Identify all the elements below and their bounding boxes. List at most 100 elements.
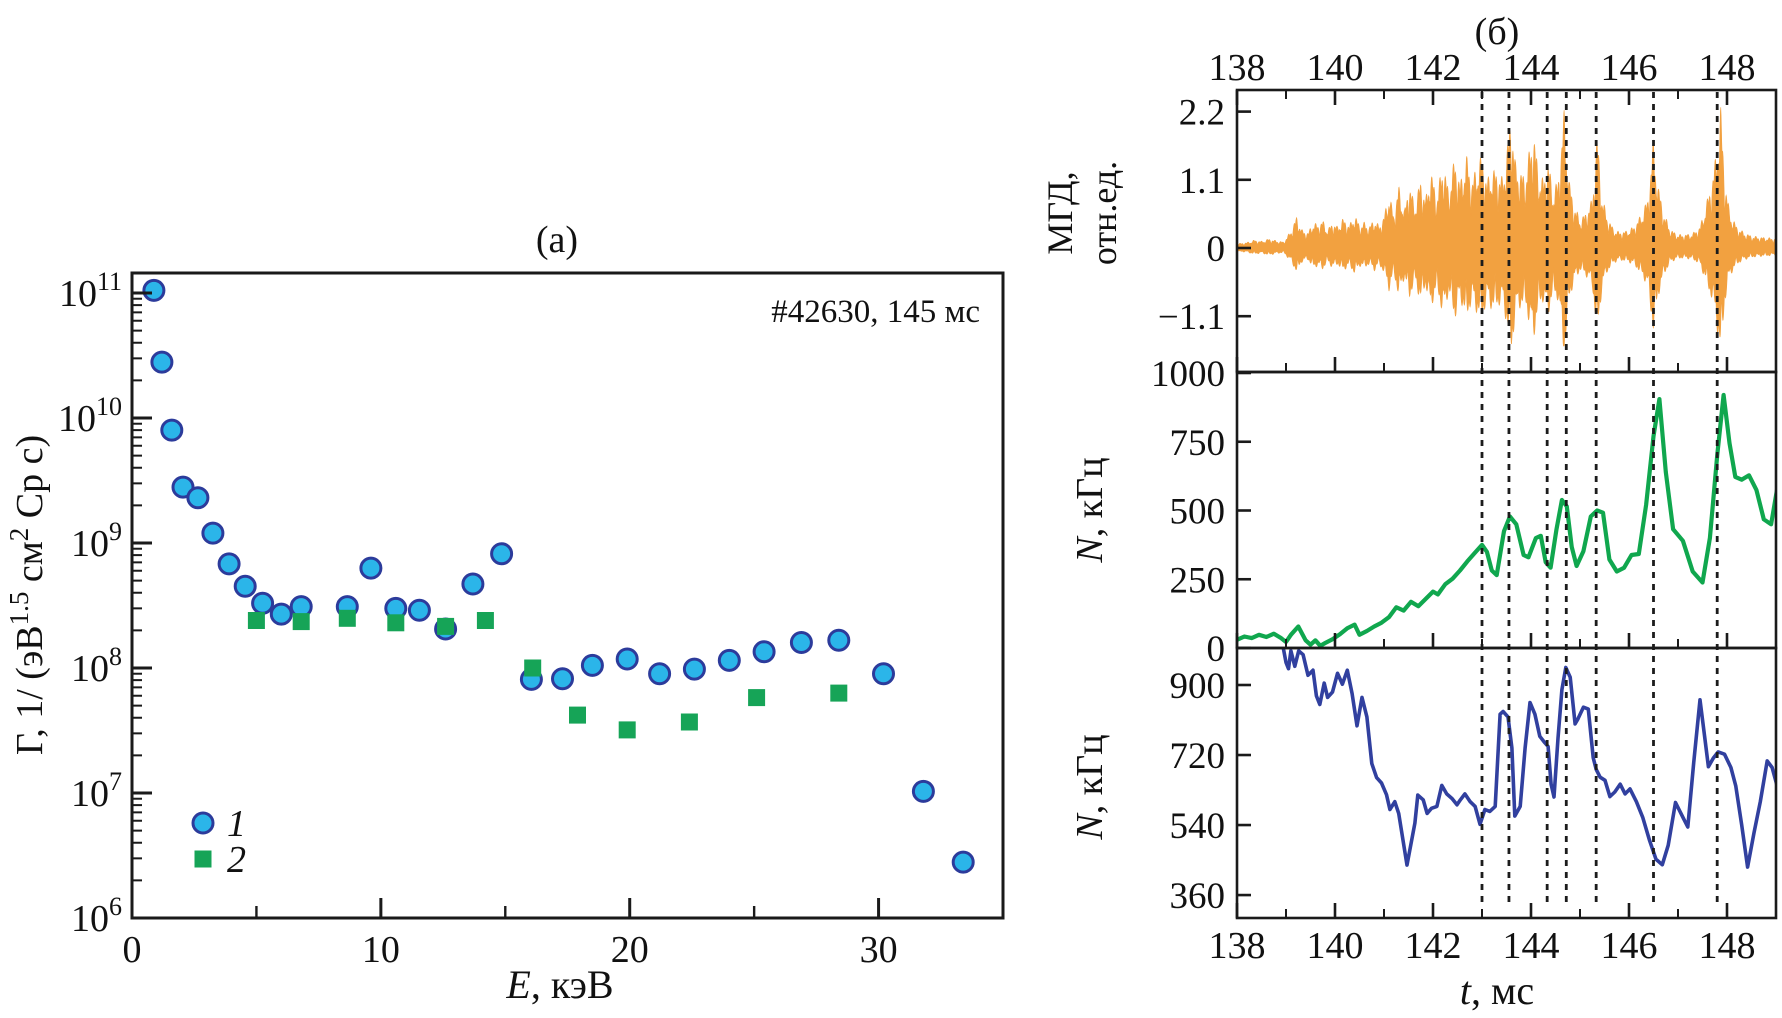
y-tick-label: 108	[71, 642, 122, 690]
scatter-point-circle	[150, 350, 174, 374]
scatter-point-circle	[580, 653, 604, 677]
panel-b-top-x-tick-labels: 138 140 142 144 146 148	[1209, 47, 1756, 89]
x-tick-label: 10	[362, 929, 400, 971]
series-1	[142, 278, 975, 874]
scatter-point-circle	[827, 628, 851, 652]
scatter-point-circle	[717, 648, 741, 672]
panel-a-frame	[130, 271, 1005, 920]
panel-a-x-axis-label: E, кэВ	[505, 962, 613, 1007]
x-tick-label: 30	[860, 929, 898, 971]
panel-b-y-tick-labels: 2.2 1.1 0 −1.1 0 250 500 750 1000 360 540 720 900	[1151, 93, 1225, 917]
y-tick-label: 1011	[59, 267, 122, 315]
panel-a-annotation: #42630, 145 мс	[771, 294, 980, 330]
scatter-point-circle	[682, 657, 706, 681]
panel-a-y-tick-labels: 106 107 108 109 1010 1011	[58, 267, 122, 940]
n-blue-y-tick-label: 900	[1170, 666, 1226, 707]
scatter-point-square	[338, 609, 356, 627]
scatter-point-circle	[186, 486, 210, 510]
scatter-point-circle	[461, 572, 485, 596]
bottom-x-tick-label: 148	[1699, 925, 1756, 967]
n-green-y-tick-label: 250	[1170, 560, 1226, 601]
top-x-tick-label: 148	[1699, 47, 1756, 89]
n-blue-y-tick-label: 540	[1170, 806, 1226, 847]
scatter-point-square	[618, 721, 636, 739]
y-tick-label: 109	[71, 517, 122, 565]
panel-b-title: (б)	[1475, 11, 1520, 53]
scatter-point-square	[830, 684, 848, 702]
bottom-x-tick-label: 140	[1307, 925, 1364, 967]
scatter-point-circle	[911, 779, 935, 803]
legend-label: 1	[227, 803, 246, 845]
scatter-point-circle	[269, 602, 293, 626]
scatter-point-circle	[752, 640, 776, 664]
series-2	[247, 609, 848, 739]
legend-circle-marker	[191, 811, 215, 835]
n-green-y-tick-label: 750	[1170, 423, 1226, 464]
scatter-point-circle	[201, 521, 225, 545]
x-tick-label: 0	[123, 929, 142, 971]
x-tick-label: 20	[611, 929, 649, 971]
scatter-point-square	[387, 614, 405, 632]
panel-a: (a) #42630, 145 мс 0 10 20 30 1061071081091…	[4, 219, 1005, 1007]
n-blue-y-axis-label: N, кГц	[1069, 734, 1111, 840]
n-green-y-axis-label: N, кГц	[1069, 457, 1111, 563]
n-blue-panel-frame	[1235, 646, 1778, 920]
scatter-point-circle	[872, 662, 895, 686]
mhd-signal-waveform	[1237, 107, 1776, 347]
scatter-point-circle	[142, 278, 166, 302]
scatter-point-square	[476, 612, 494, 629]
panel-a-title: (a)	[536, 219, 578, 261]
panel-a-legend: 12	[191, 803, 246, 881]
scatter-point-square	[524, 659, 542, 677]
y-tick-label: 106	[71, 892, 122, 940]
scatter-point-circle	[407, 598, 431, 622]
n-green-data-layer	[1237, 392, 1776, 648]
n-blue-trace	[1281, 648, 1776, 869]
n-green-y-tick-label: 1000	[1151, 354, 1225, 395]
legend-label: 2	[227, 839, 246, 881]
n-blue-y-tick-label: 360	[1170, 876, 1226, 917]
scatter-point-circle	[160, 418, 184, 442]
n-green-trace	[1237, 392, 1776, 648]
mhd-y-tick-label: 0	[1207, 229, 1226, 270]
scatter-point-circle	[233, 574, 257, 598]
scatter-point-square	[569, 706, 586, 724]
mhd-y-tick-label: 2.2	[1179, 93, 1225, 134]
top-x-tick-label: 146	[1601, 47, 1658, 89]
mhd-y-tick-label: 1.1	[1179, 161, 1225, 202]
scatter-point-circle	[251, 591, 275, 615]
top-x-tick-label: 144	[1503, 47, 1560, 89]
bottom-x-tick-label: 144	[1503, 925, 1560, 967]
scatter-point-square	[247, 612, 265, 629]
scatter-point-square	[437, 617, 455, 635]
panel-b-ticks	[1235, 90, 1729, 918]
scatter-point-circle	[951, 850, 975, 874]
scatter-point-circle	[648, 662, 672, 686]
legend-square-marker	[194, 850, 212, 868]
scatter-point-circle	[359, 556, 383, 580]
mhd-y-axis-label-line2: отн.ед.	[1084, 161, 1124, 265]
bottom-x-tick-label: 138	[1209, 925, 1266, 967]
event-dotted-lines	[1480, 92, 1719, 906]
scatter-point-circle	[551, 667, 574, 691]
scatter-point-circle	[490, 542, 514, 566]
n-blue-y-tick-label: 720	[1170, 736, 1226, 777]
y-tick-label: 1010	[58, 392, 122, 440]
mhd-data-layer	[1237, 107, 1776, 347]
n-blue-data-layer	[1281, 648, 1776, 869]
top-x-tick-label: 138	[1209, 47, 1266, 89]
scatter-point-square	[748, 689, 766, 707]
panel-b: (б) 138 140 142 144 146 148 138 140 142 144 146 14…	[1040, 11, 1778, 1013]
n-green-y-tick-label: 0	[1207, 629, 1226, 670]
top-x-tick-label: 140	[1307, 47, 1364, 89]
panel-b-x-axis-label: t, мс	[1460, 968, 1534, 1013]
top-x-tick-label: 142	[1405, 47, 1462, 89]
mhd-y-axis-label-line1: МГД,	[1040, 171, 1080, 254]
panel-a-x-tick-labels: 0 10 20 30	[123, 929, 898, 971]
panel-a-ticks	[130, 291, 881, 920]
n-green-panel-frame	[1235, 370, 1778, 650]
panel-b-bottom-x-tick-labels: 138 140 142 144 146 148	[1209, 925, 1756, 967]
scatter-point-circle	[615, 647, 639, 671]
